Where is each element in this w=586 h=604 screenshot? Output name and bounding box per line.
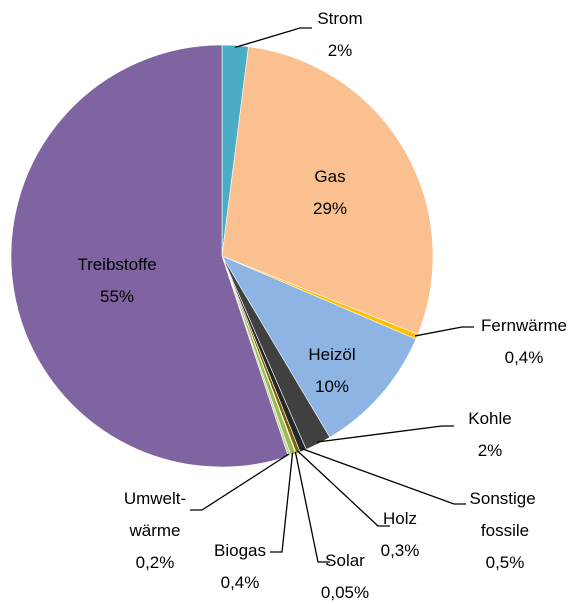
pie-slice bbox=[10, 44, 289, 468]
slice-label: Sonstige fossile bbox=[470, 489, 541, 540]
slice-label: Heizöl bbox=[308, 345, 355, 364]
leader-line bbox=[414, 326, 474, 337]
slice-label: Biogas bbox=[214, 541, 266, 560]
slice-label: Kohle bbox=[468, 409, 511, 428]
slice-label: Umwelt-wärme bbox=[124, 489, 186, 540]
pie-slice bbox=[221, 46, 434, 335]
pie-slice bbox=[221, 255, 417, 438]
slice-value-label: 0,4% bbox=[505, 348, 544, 367]
slice-value-label: 55% bbox=[100, 287, 134, 306]
slice-label: Gas bbox=[314, 167, 345, 186]
leader-line bbox=[234, 27, 312, 49]
leader-line bbox=[190, 453, 290, 511]
slice-value-label: 0,4% bbox=[221, 573, 260, 592]
slice-value-label: 2% bbox=[478, 441, 503, 460]
slice-label: Treibstoffe bbox=[77, 255, 156, 274]
leader-line bbox=[317, 425, 454, 443]
slice-value-label: 0,5% bbox=[486, 553, 525, 572]
slice-value-label: 0,2% bbox=[136, 553, 175, 572]
slice-label: Fernwärme bbox=[481, 316, 567, 335]
slice-value-label: 10% bbox=[315, 377, 349, 396]
slice-value-label: 2% bbox=[328, 41, 353, 60]
slice-label: Strom bbox=[317, 9, 362, 28]
slice-value-label: 0,05% bbox=[321, 583, 369, 602]
leader-line bbox=[270, 452, 294, 553]
slice-label: Holz bbox=[383, 509, 417, 528]
slice-value-label: 29% bbox=[313, 199, 347, 218]
slice-value-label: 0,3% bbox=[381, 541, 420, 560]
leader-line bbox=[297, 450, 390, 527]
leader-line bbox=[302, 448, 466, 505]
leader-line bbox=[294, 451, 330, 563]
slice-label: Solar bbox=[325, 551, 365, 570]
